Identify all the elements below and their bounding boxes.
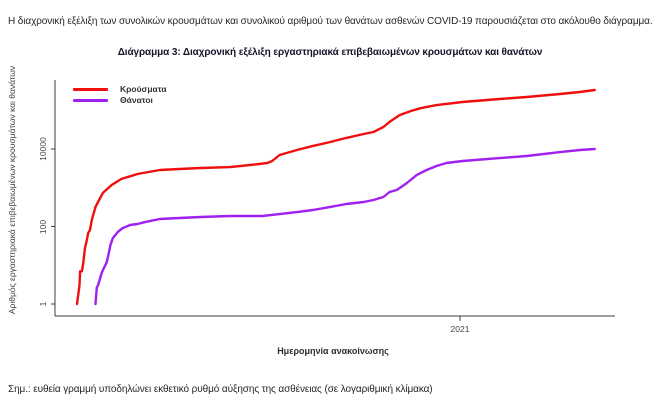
x-axis-label: Ημερομηνία ανακοίνωσης [277, 346, 389, 356]
legend-label-deaths: Θάνατοι [120, 95, 153, 105]
intro-paragraph: Η διαχρονική εξέλιξη των συνολικών κρουσ… [8, 16, 653, 27]
legend-label-cases: Κρούσματα [120, 84, 167, 94]
y-axis-label: Αριθμός εργαστηριακά επιβεβαιωμένων κρου… [7, 65, 17, 315]
figure-title: Διάγραμμα 3: Διαχρονική εξέλιξη εργαστηρ… [117, 47, 543, 58]
figure-note: Σημ.: ευθεία γραμμή υποδηλώνει εκθετικό … [8, 384, 433, 395]
chart-canvas [51, 80, 615, 321]
legend-line-cases [73, 88, 108, 91]
y-tick-label-10000: 10000 [38, 137, 48, 161]
x-tick-label-2021: 2021 [450, 324, 470, 334]
figure-chart: Αριθμός εργαστηριακά επιβεβαιωμένων κρου… [0, 60, 660, 370]
legend-line-deaths [73, 99, 108, 102]
y-tick-label-1: 1 [38, 301, 48, 307]
y-tick-label-100: 100 [38, 219, 48, 235]
